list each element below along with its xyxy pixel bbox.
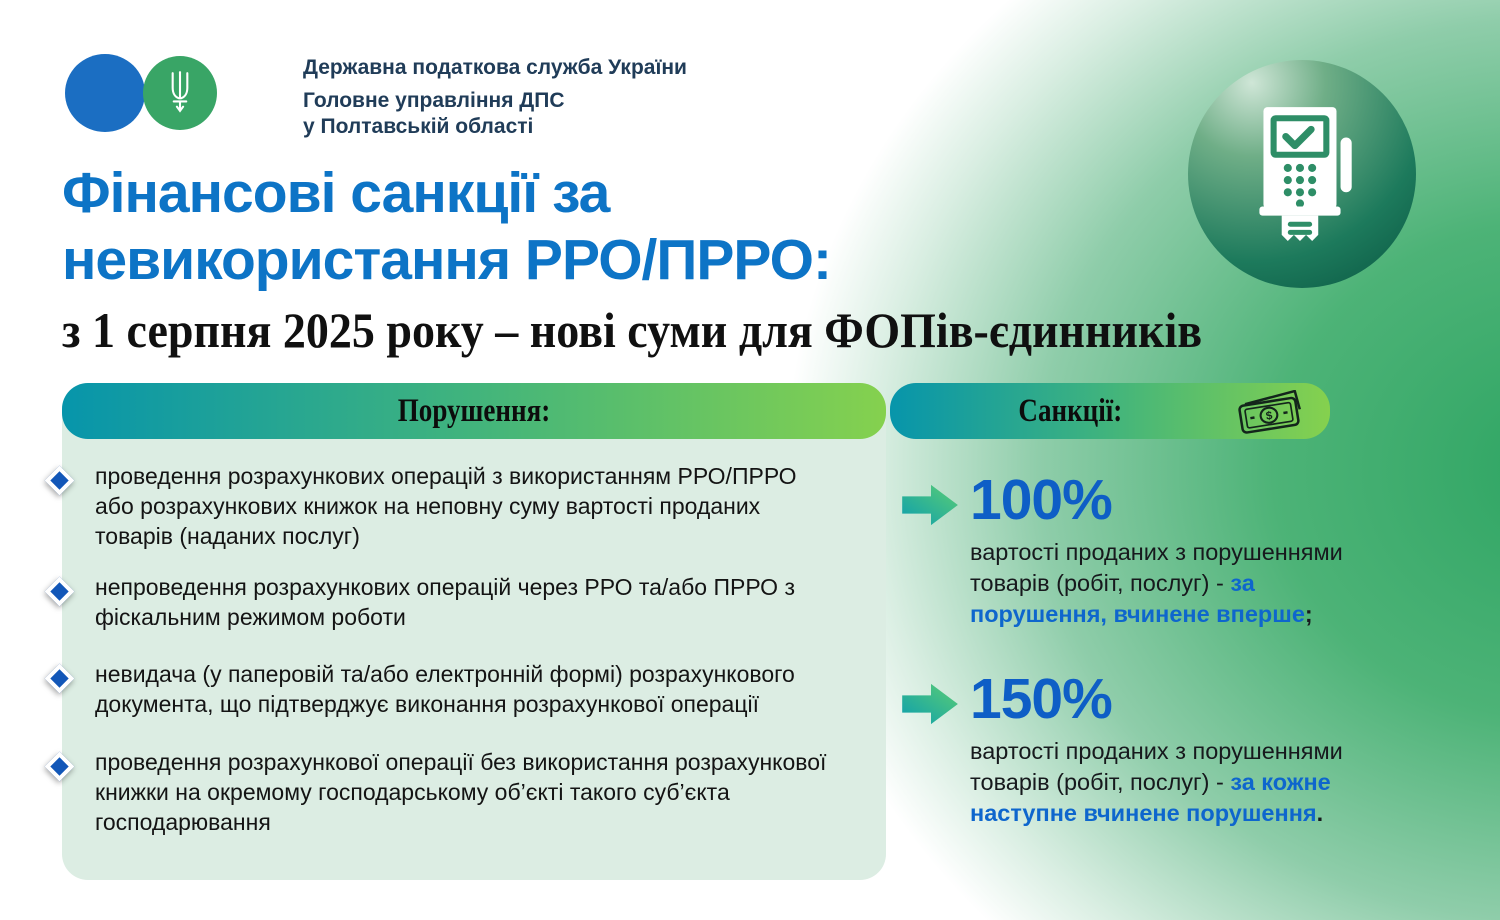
- banknotes-icon: $: [1232, 389, 1308, 441]
- logo-green-circle: [143, 56, 217, 130]
- sanctions-header: Санкції: $: [890, 383, 1330, 439]
- org-name-line3: у Полтавській області: [303, 115, 534, 138]
- brand-header: Державна податкова служба України Головн…: [65, 48, 687, 140]
- diamond-bullet-icon: [44, 663, 75, 694]
- logo-blue-circle: [65, 54, 145, 132]
- pos-terminal-check-icon: [1241, 101, 1363, 248]
- sanction-item-first-offense: 100% вартості проданих з порушеннями тов…: [890, 468, 1343, 630]
- pos-terminal-badge: [1188, 60, 1416, 288]
- title-line1: Фінансові санкції за: [62, 161, 610, 225]
- arrow-right-icon: [902, 481, 960, 534]
- tax-service-logo: [65, 48, 217, 132]
- diamond-bullet-icon: [44, 465, 75, 496]
- page-title: Фінансові санкції за невикористання РРО/…: [62, 160, 832, 294]
- sanction-desc-plain: вартості проданих з порушеннями товарів …: [970, 539, 1343, 596]
- violation-text: непроведення розрахункових операцій чере…: [95, 574, 795, 630]
- trident-emblem-icon: [161, 68, 199, 119]
- sanction-desc-suffix: ;: [1304, 601, 1313, 627]
- org-name-line2: Головне управління ДПС: [303, 89, 565, 112]
- list-item: невидача (у паперовій та/або електронній…: [44, 659, 838, 719]
- violation-text: проведення розрахункової операції без ви…: [95, 749, 827, 835]
- violations-list: проведення розрахункових операцій з вико…: [44, 439, 886, 837]
- sanction-percent: 150%: [970, 667, 1113, 731]
- sanction-desc-plain: вартості проданих з порушеннями товарів …: [970, 738, 1343, 795]
- org-name-block: Державна податкова служба України Головн…: [303, 48, 687, 140]
- list-item: проведення розрахункової операції без ви…: [44, 747, 838, 837]
- sanction-description: вартості проданих з порушеннями товарів …: [970, 736, 1348, 829]
- sanction-desc-bold: за порушення, вчинене вперше: [970, 570, 1305, 627]
- violation-text: невидача (у паперовій та/або електронній…: [95, 661, 795, 717]
- list-item: проведення розрахункових операцій з вико…: [44, 461, 838, 551]
- violation-text: проведення розрахункових операцій з вико…: [95, 463, 797, 549]
- page-subtitle: з 1 серпня 2025 року – нові суми для ФОП…: [62, 302, 1203, 358]
- sanctions-header-label: Санкції:: [1018, 392, 1122, 429]
- sanction-item-repeat-offense: 150% вартості проданих з порушеннями тов…: [890, 667, 1343, 829]
- diamond-bullet-icon: [44, 576, 75, 607]
- sanction-description: вартості проданих з порушеннями товарів …: [970, 537, 1348, 630]
- sanctions-panel: Санкції: $: [890, 383, 1343, 829]
- sanction-desc-bold: за кожне наступне вчинене порушення: [970, 769, 1331, 826]
- org-name-line1: Державна податкова служба України: [303, 56, 687, 79]
- list-item: непроведення розрахункових операцій чере…: [44, 572, 838, 632]
- svg-text:$: $: [1265, 410, 1274, 423]
- violations-header-label: Порушення:: [397, 392, 551, 429]
- sanction-desc-suffix: .: [1316, 800, 1324, 826]
- arrow-right-icon: [902, 680, 960, 733]
- diamond-bullet-icon: [44, 751, 75, 782]
- violations-header: Порушення:: [62, 383, 886, 439]
- sanction-percent: 100%: [970, 468, 1113, 532]
- violations-panel: Порушення: проведення розрахункових опер…: [44, 383, 886, 880]
- title-line2: невикористання РРО/ПРРО:: [62, 228, 832, 292]
